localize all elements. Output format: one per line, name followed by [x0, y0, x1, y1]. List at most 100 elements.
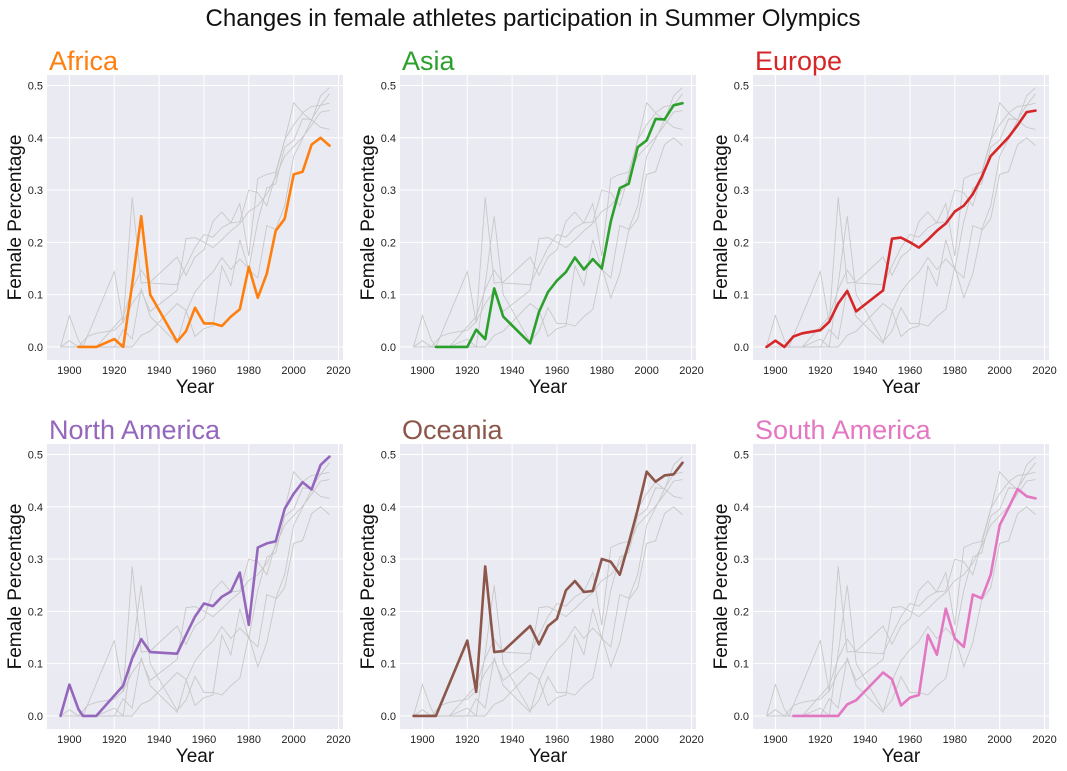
- context-line-asia: [788, 471, 1036, 717]
- panel-title-asia: Asia: [402, 46, 456, 76]
- x-tick-label: 1920: [808, 365, 832, 377]
- y-tick-label: 0.3: [381, 185, 396, 197]
- x-tick-label: 1980: [237, 734, 261, 746]
- y-tick-label: 0.0: [381, 342, 396, 354]
- x-tick-label: 2020: [326, 734, 350, 746]
- panel-title-africa: Africa: [49, 46, 119, 76]
- x-tick-label: 2000: [281, 365, 305, 377]
- x-tick-label: 1980: [590, 365, 614, 377]
- panel-europe: 1900 1920 1940 1960 1980 2000 2020 0.0 0.1 0.2 0.3…: [711, 46, 1057, 398]
- y-tick-label: 0.3: [734, 554, 749, 566]
- y-tick-label: 0.5: [381, 80, 396, 92]
- panel-title-north-america: North America: [49, 415, 221, 445]
- y-tick-label: 0.5: [734, 449, 749, 461]
- y-tick-label: 0.3: [381, 554, 396, 566]
- y-tick-label: 0.4: [734, 502, 749, 514]
- context-line-europe: [413, 479, 683, 717]
- y-tick-label: 0.1: [734, 290, 749, 302]
- x-tick-label: 1980: [943, 365, 967, 377]
- y-axis-label: Female Percentage: [711, 504, 732, 670]
- x-tick-label: 1940: [147, 734, 171, 746]
- x-tick-label: 1940: [147, 365, 171, 377]
- y-tick-label: 0.2: [734, 237, 749, 249]
- y-tick-label: 0.3: [28, 554, 43, 566]
- y-tick-label: 0.4: [381, 133, 396, 145]
- y-axis-label: Female Percentage: [358, 135, 379, 301]
- x-tick-label: 2000: [987, 734, 1011, 746]
- x-tick-label: 2020: [326, 365, 350, 377]
- x-tick-label: 1960: [545, 734, 569, 746]
- y-tick-label: 0.4: [381, 502, 396, 514]
- x-tick-label: 1900: [763, 365, 787, 377]
- x-axis-label: Year: [882, 377, 921, 398]
- y-tick-label: 0.0: [28, 342, 43, 354]
- x-tick-label: 1900: [57, 365, 81, 377]
- x-tick-label: 2020: [679, 734, 703, 746]
- context-line-asia: [82, 102, 330, 348]
- x-axis-label: Year: [529, 377, 568, 398]
- y-tick-label: 0.4: [734, 133, 749, 145]
- x-tick-label: 1900: [57, 734, 81, 746]
- panel-north-america: 1900 1920 1940 1960 1980 2000 2020 0.0 0.1 0.2 0.3…: [5, 415, 351, 767]
- x-tick-label: 1920: [455, 365, 479, 377]
- context-line-europe: [60, 479, 330, 717]
- y-tick-label: 0.2: [28, 606, 43, 618]
- x-tick-label: 1920: [102, 365, 126, 377]
- y-tick-label: 0.1: [734, 659, 749, 671]
- context-line-asia: [788, 102, 1036, 348]
- y-axis-label: Female Percentage: [5, 504, 26, 670]
- x-tick-label: 1900: [410, 734, 434, 746]
- context-line-europe: [766, 479, 1036, 717]
- x-tick-label: 1900: [763, 734, 787, 746]
- y-tick-label: 0.3: [28, 185, 43, 197]
- x-tick-label: 1940: [853, 734, 877, 746]
- context-line-africa: [784, 506, 1036, 717]
- series-line-south-america: [792, 487, 1037, 718]
- series-line-africa: [77, 136, 331, 349]
- y-tick-label: 0.0: [734, 711, 749, 723]
- y-tick-label: 0.1: [28, 659, 43, 671]
- y-tick-label: 0.0: [28, 711, 43, 723]
- y-tick-label: 0.1: [381, 659, 396, 671]
- context-line-asia: [435, 471, 683, 717]
- y-tick-label: 0.4: [28, 133, 43, 145]
- context-line-asia: [82, 471, 330, 717]
- y-tick-label: 0.5: [734, 80, 749, 92]
- context-line-europe: [413, 110, 683, 348]
- panel-title-europe: Europe: [755, 46, 842, 76]
- x-axis-label: Year: [176, 746, 215, 767]
- panel-oceania: 1900 1920 1940 1960 1980 2000 2020 0.0 0.1 0.2 0.3…: [358, 415, 704, 767]
- x-tick-label: 1940: [500, 365, 524, 377]
- context-line-south-america: [440, 119, 683, 348]
- context-line-oceania: [766, 462, 1036, 717]
- x-axis-label: Year: [176, 377, 215, 398]
- x-tick-label: 1940: [853, 365, 877, 377]
- x-tick-label: 1960: [192, 365, 216, 377]
- y-tick-label: 0.0: [381, 711, 396, 723]
- y-axis-label: Female Percentage: [5, 135, 26, 301]
- context-line-south-america: [87, 119, 330, 348]
- x-tick-label: 2020: [1032, 365, 1056, 377]
- series-line-north-america: [59, 455, 331, 718]
- y-tick-label: 0.1: [381, 290, 396, 302]
- x-tick-label: 1940: [500, 734, 524, 746]
- panel-south-america: 1900 1920 1940 1960 1980 2000 2020 0.0 0.1 0.2 0.3…: [711, 415, 1057, 767]
- y-tick-label: 0.5: [28, 80, 43, 92]
- y-tick-label: 0.1: [28, 290, 43, 302]
- y-tick-label: 0.0: [734, 342, 749, 354]
- x-tick-label: 1900: [410, 365, 434, 377]
- x-tick-label: 2000: [281, 734, 305, 746]
- panel-africa: 1900 1920 1940 1960 1980 2000 2020 0.0 0.1 0.2 0.3…: [5, 46, 351, 398]
- y-tick-label: 0.4: [28, 502, 43, 514]
- panel-title-south-america: South America: [755, 415, 932, 445]
- x-tick-label: 1980: [590, 734, 614, 746]
- context-line-africa: [431, 506, 683, 717]
- x-tick-label: 2020: [679, 365, 703, 377]
- y-axis-label: Female Percentage: [358, 504, 379, 670]
- x-tick-label: 1960: [898, 734, 922, 746]
- context-line-oceania: [60, 93, 330, 348]
- x-tick-label: 1960: [192, 734, 216, 746]
- x-tick-label: 1960: [545, 365, 569, 377]
- x-tick-label: 1920: [102, 734, 126, 746]
